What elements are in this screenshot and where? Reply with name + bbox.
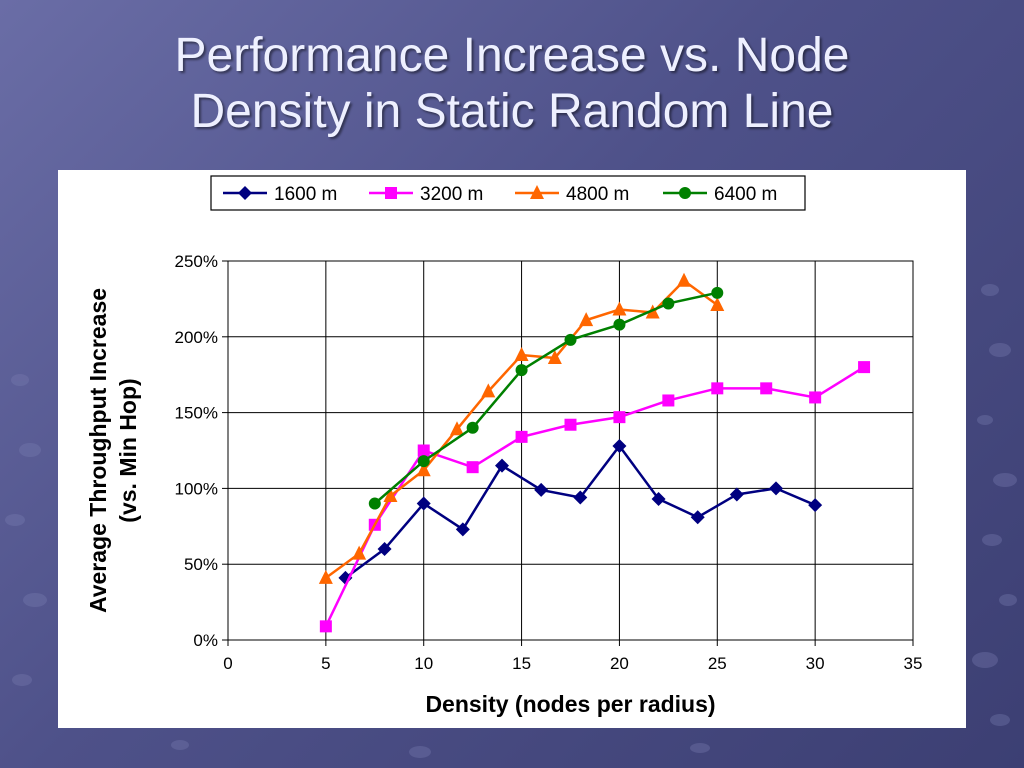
x-tick-label: 25: [708, 654, 727, 673]
series-1600-m: [338, 438, 823, 585]
y-tick-label: 100%: [175, 479, 218, 498]
chart-panel: 0% 50% 100% 150% 200% 250% 0 5 10 15 20 25 30 35 Den…: [58, 170, 966, 728]
data-point: [547, 350, 562, 365]
data-point: [662, 297, 675, 310]
y-tick-label: 50%: [184, 555, 218, 574]
data-point: [495, 458, 509, 473]
data-point: [613, 411, 626, 424]
data-point: [319, 620, 332, 633]
data-point: [417, 455, 430, 468]
legend-marker: [679, 187, 691, 199]
data-point: [377, 542, 392, 557]
data-point: [858, 361, 871, 374]
data-point: [613, 318, 626, 331]
y-tick-label: 250%: [175, 252, 218, 271]
data-point: [612, 438, 627, 453]
data-point: [711, 286, 724, 299]
data-point: [455, 522, 470, 537]
series-group: [318, 272, 871, 633]
legend-label: 6400 m: [714, 184, 777, 205]
y-tick-label: 0%: [193, 631, 218, 650]
legend-label: 3200 m: [420, 184, 483, 205]
data-point: [352, 545, 367, 560]
data-point: [651, 492, 666, 507]
data-point: [515, 430, 528, 443]
data-point: [710, 296, 725, 311]
data-point: [711, 382, 724, 395]
slide-title: Performance Increase vs. Node Density in…: [40, 28, 984, 140]
x-tick-label: 5: [321, 654, 330, 673]
y-axis-label: Average Throughput Increase (vs. Min Hop…: [85, 288, 141, 613]
data-point: [612, 301, 627, 316]
legend: 1600 m 3200 m 4800 m 6400 m: [210, 175, 806, 211]
data-point: [514, 346, 529, 361]
slide-title-line1: Performance Increase vs. Node: [174, 29, 850, 82]
data-point: [383, 487, 398, 502]
data-point: [760, 382, 773, 395]
data-point: [338, 570, 353, 585]
data-point: [416, 462, 431, 477]
legend-item: 3200 m: [369, 184, 483, 205]
legend-marker: [385, 187, 397, 199]
data-point: [466, 421, 479, 434]
data-point: [677, 272, 692, 287]
y-axis: 0% 50% 100% 150% 200% 250%: [175, 252, 228, 650]
x-axis: 0 5 10 15 20 25 30 35: [223, 640, 922, 673]
y-axis-label-line2: (vs. Min Hop): [115, 378, 141, 522]
y-tick-label: 150%: [175, 404, 218, 423]
data-point: [579, 312, 594, 327]
legend-item: 6400 m: [663, 184, 777, 205]
data-point: [368, 497, 381, 510]
data-point: [564, 333, 577, 346]
legend-item: 1600 m: [223, 184, 337, 205]
data-point: [466, 461, 479, 474]
series-line: [373, 291, 718, 505]
slide-title-line2: Density in Static Random Line: [190, 85, 834, 138]
data-point: [808, 498, 823, 513]
x-tick-label: 0: [223, 654, 232, 673]
x-tick-label: 10: [414, 654, 433, 673]
data-point: [417, 444, 430, 457]
x-axis-label: Density (nodes per radius): [425, 691, 715, 717]
line-chart: 0% 50% 100% 150% 200% 250% 0 5 10 15 20 25 30 35 Den…: [85, 175, 922, 717]
data-point: [809, 391, 822, 404]
data-point: [769, 481, 783, 496]
x-tick-label: 15: [512, 654, 531, 673]
legend-marker: [238, 186, 252, 200]
x-tick-label: 20: [610, 654, 629, 673]
legend-label: 4800 m: [566, 184, 629, 205]
data-point: [573, 490, 588, 505]
data-point: [662, 394, 675, 407]
data-point: [416, 496, 431, 511]
data-point: [318, 569, 333, 584]
y-axis-label-line1: Average Throughput Increase: [85, 288, 111, 613]
y-tick-label: 200%: [175, 328, 218, 347]
data-point: [515, 364, 528, 377]
legend-label: 1600 m: [274, 184, 337, 205]
x-tick-label: 35: [904, 654, 923, 673]
data-point: [534, 482, 549, 497]
x-tick-label: 30: [806, 654, 825, 673]
series-6400-m: [368, 286, 724, 510]
data-point: [564, 418, 577, 431]
data-point: [729, 487, 744, 502]
series-line: [324, 366, 865, 627]
data-point: [449, 421, 464, 436]
legend-marker: [530, 185, 544, 199]
legend-item: 4800 m: [515, 184, 629, 205]
data-point: [481, 383, 496, 398]
